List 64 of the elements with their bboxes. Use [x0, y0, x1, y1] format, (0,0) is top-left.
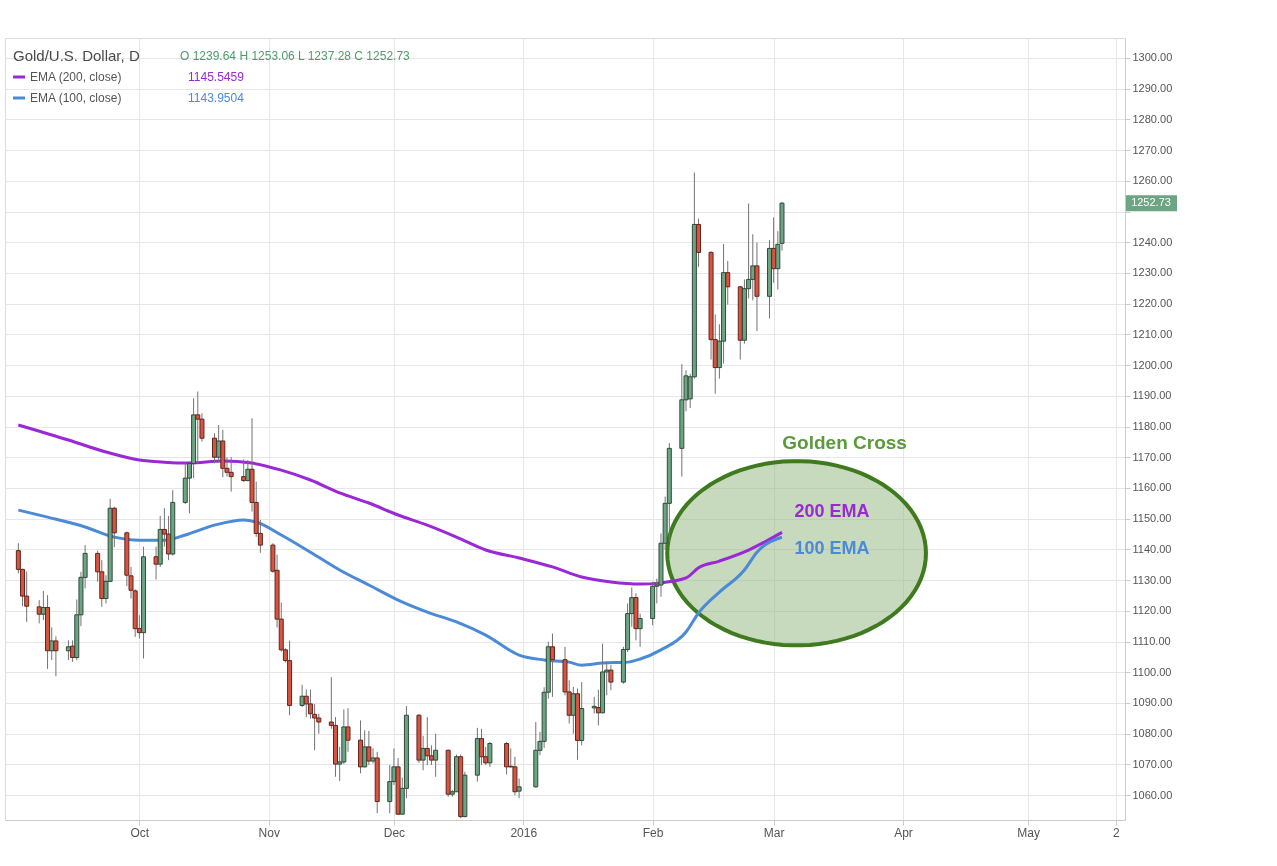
candlestick	[370, 747, 376, 764]
y-tick-label: 1200.00	[1132, 358, 1173, 371]
y-tick-label: 1230.00	[1132, 266, 1173, 279]
text: O 1239.64 H 1253.06 L 1237.28 C 1252.73	[180, 49, 411, 63]
x-tick-label: Nov	[258, 825, 280, 840]
candlestick	[516, 778, 522, 799]
candlestick	[725, 260, 731, 306]
y-tick-label: 1080.00	[1132, 727, 1173, 740]
candlestick	[153, 546, 159, 580]
candlestick	[433, 733, 439, 778]
candlestick	[362, 729, 368, 768]
y-tick-label: 1280.00	[1132, 112, 1173, 125]
y-tick-label: 1130.00	[1132, 573, 1172, 586]
x-tick-label: Dec	[383, 825, 406, 840]
candlestick	[504, 741, 510, 776]
y-tick-label: 1160.00	[1132, 481, 1172, 494]
candlestick	[608, 664, 614, 691]
annotation: 100 EMA	[794, 538, 870, 559]
y-tick-label: 1190.00	[1132, 389, 1172, 402]
y-tick-label: 1060.00	[1132, 788, 1173, 801]
candlestick	[637, 613, 643, 648]
y-tick-label: 1210.00	[1132, 327, 1173, 340]
text: 1252.73	[1131, 196, 1171, 209]
x-tick-label: May	[1017, 825, 1041, 840]
candlestick	[24, 571, 30, 623]
candlestick	[228, 456, 234, 493]
y-tick-label: 1170.00	[1132, 450, 1172, 463]
candlestick	[366, 730, 372, 766]
candlestick	[487, 741, 493, 768]
x-tick-label: Feb	[642, 825, 664, 840]
y-tick-label: 1290.00	[1132, 82, 1173, 95]
y-tick-label: 1070.00	[1132, 757, 1173, 770]
annotation: Golden Cross	[782, 432, 907, 454]
annotation: 1143.9504	[188, 91, 245, 105]
candlestick	[424, 716, 430, 766]
x-tick-label: Oct	[130, 825, 150, 840]
candlestick	[479, 728, 485, 766]
legend-label: EMA (100, close)	[30, 91, 122, 105]
y-tick-label: 1260.00	[1132, 174, 1173, 187]
y-tick-label: 1180.00	[1132, 420, 1172, 433]
y-tick-label: 1220.00	[1132, 297, 1173, 310]
y-tick-label: 1090.00	[1132, 696, 1173, 709]
y-tick-label: 1110.00	[1132, 635, 1171, 648]
x-tick-label: Mar	[763, 825, 785, 840]
x-tick-label: 2016	[510, 825, 538, 840]
candlestick	[53, 635, 59, 677]
y-tick-label: 1120.00	[1132, 604, 1172, 617]
candlestick	[195, 391, 201, 464]
y-tick-label: 1300.00	[1132, 51, 1173, 64]
text: Gold/U.S. Dollar, D	[13, 47, 140, 64]
line-series	[16, 423, 784, 586]
y-tick-label: 1140.00	[1132, 542, 1172, 555]
legend-label: EMA (200, close)	[30, 70, 122, 84]
annotation: 200 EMA	[794, 501, 870, 522]
y-tick-label: 1270.00	[1132, 143, 1173, 156]
line-series	[16, 508, 784, 667]
annotation: 1145.5459	[188, 70, 245, 84]
y-tick-label: 1240.00	[1132, 235, 1173, 248]
x-tick-label: 2	[1112, 825, 1120, 840]
y-tick-label: 1150.00	[1132, 512, 1172, 525]
x-tick-label: Apr	[894, 825, 913, 840]
y-tick-label: 1100.00	[1132, 665, 1172, 678]
candlestick	[345, 707, 351, 753]
candlestick	[303, 688, 309, 718]
